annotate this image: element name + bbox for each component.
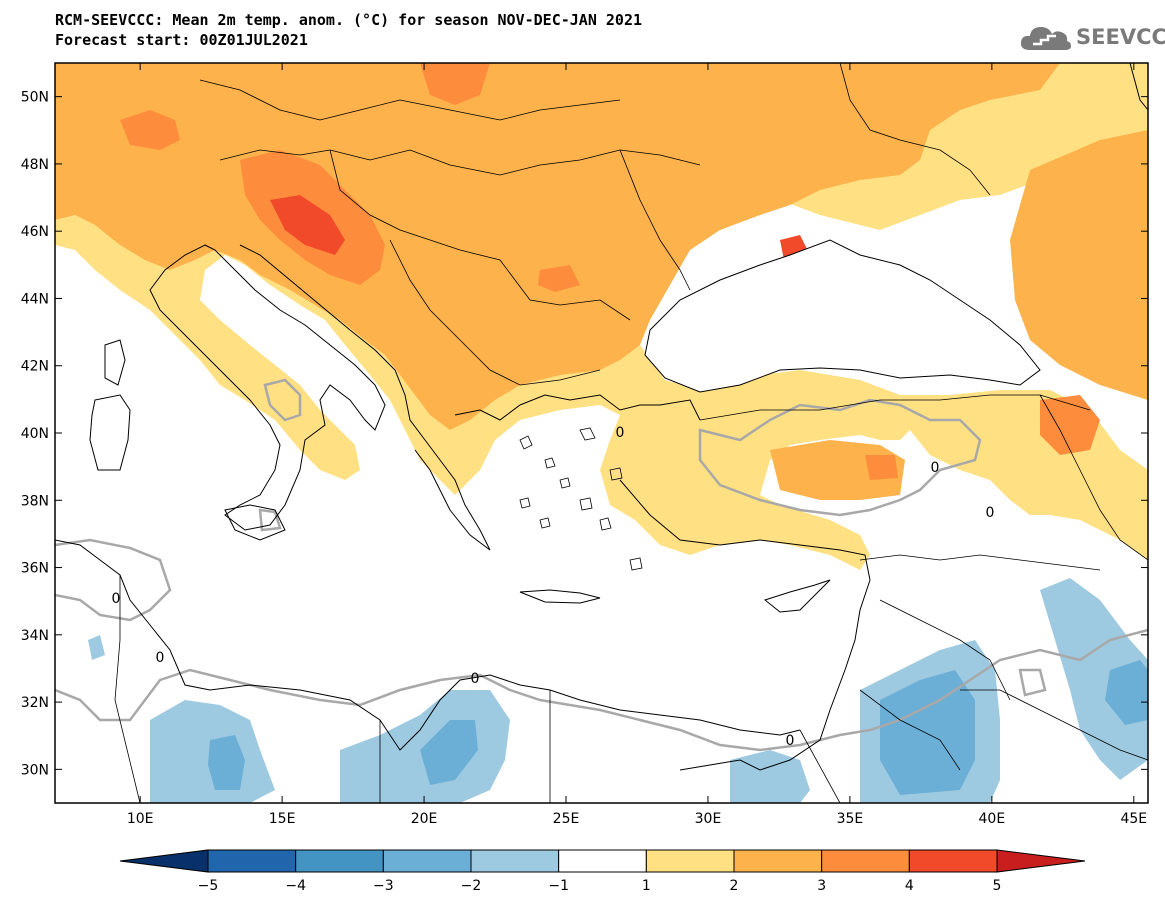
colorbar-segment xyxy=(908,849,998,873)
cloud-icon xyxy=(1020,27,1071,50)
lat-tick-label: 36N xyxy=(21,561,49,577)
colorbar-label: −5 xyxy=(198,878,219,894)
colorbar-group: −5 −4 −3 −2 −1 1 2 3 4 5 xyxy=(119,849,1086,894)
colorbar-label: 4 xyxy=(905,878,914,894)
anomaly-region-neg2-neg3-egypt xyxy=(420,720,478,785)
zero-contours xyxy=(55,378,1148,752)
anomaly-region-3-4-nw xyxy=(120,110,180,150)
colorbar-label: 2 xyxy=(730,878,739,894)
colorbar-label: 5 xyxy=(993,878,1002,894)
lon-tick-label: 35E xyxy=(837,811,864,827)
anomaly-region-2-3-north xyxy=(55,63,1060,430)
logo: SEEVCCC xyxy=(1018,22,1165,52)
anomaly-region-neg2-neg3-libya xyxy=(208,735,245,790)
contour-label: 0 xyxy=(112,591,121,607)
lat-tick-label: 46N xyxy=(21,224,49,240)
lon-tick-label: 25E xyxy=(553,811,580,827)
lon-tick-label: 45E xyxy=(1120,811,1147,827)
colorbar-segment xyxy=(558,849,647,873)
colorbar-label: −2 xyxy=(461,878,482,894)
anomaly-region-3-4-romania xyxy=(538,265,580,292)
longitude-axis: 10E 15E 20E 25E 30E 35E 40E 45E xyxy=(127,63,1147,827)
colorbar-segment xyxy=(382,849,472,873)
aegean-islands xyxy=(519,427,643,571)
coastlines xyxy=(55,63,1148,771)
zero-contour-labels: 0 0 0 0 0 0 0 xyxy=(112,425,995,749)
colorbar-segment xyxy=(207,849,297,873)
lat-tick-label: 34N xyxy=(21,628,49,644)
contour-label: 0 xyxy=(931,460,940,476)
lon-tick-label: 40E xyxy=(979,811,1006,827)
anomaly-region-neg1-neg2-iraq xyxy=(1040,578,1148,780)
lat-tick-label: 38N xyxy=(21,493,49,509)
anomaly-region-neg2-neg3-iraq xyxy=(1105,660,1148,725)
anomaly-region-2-3-east xyxy=(1010,130,1148,400)
colorbar-label: 3 xyxy=(817,878,826,894)
anomaly-region-neg2-neg3-arabia xyxy=(880,670,975,795)
colorbar-segment xyxy=(645,849,735,873)
lon-tick-label: 30E xyxy=(695,811,722,827)
colorbar-segment xyxy=(733,849,823,873)
forecast-start: Forecast start: 00Z01JUL2021 xyxy=(55,31,308,49)
colorbar-label: −4 xyxy=(285,878,306,894)
lon-tick-label: 15E xyxy=(269,811,296,827)
lat-tick-label: 48N xyxy=(21,157,49,173)
lat-tick-label: 50N xyxy=(21,90,49,106)
contour-label: 0 xyxy=(786,733,795,749)
anomaly-region-neg1-neg2-tunisia xyxy=(88,635,105,660)
contour-label: 0 xyxy=(986,505,995,521)
anomaly-region-neg1-neg2-sinai xyxy=(730,750,810,803)
colorbar-arrow-high xyxy=(996,849,1086,873)
country-borders xyxy=(114,63,1148,803)
colorbar-label: −1 xyxy=(548,878,569,894)
black-sea xyxy=(645,240,1040,392)
title-block: RCM-SEEVCCC: Mean 2m temp. anom. (°C) fo… xyxy=(55,10,642,50)
lon-tick-label: 10E xyxy=(127,811,154,827)
anomaly-region-4-5-adriatic xyxy=(270,195,345,255)
logo-text: SEEVCCC xyxy=(1076,25,1165,49)
colorbar-label: 1 xyxy=(642,878,651,894)
anomaly-region-3-4-north xyxy=(420,63,490,105)
lon-tick-label: 20E xyxy=(411,811,438,827)
colorbar-segment xyxy=(295,849,384,873)
colorbar-segment xyxy=(470,849,560,873)
latitude-axis: 30N 32N 34N 36N 38N 40N 42N 44N 46N 48N 50N xyxy=(21,90,1148,778)
colorbar-segment xyxy=(821,849,910,873)
lat-tick-label: 44N xyxy=(21,291,49,307)
colorbar-label: −3 xyxy=(373,878,394,894)
lat-tick-label: 30N xyxy=(21,762,49,778)
anomaly-region-3-4-georgia xyxy=(1040,395,1100,455)
colorbar-arrow-low xyxy=(119,849,209,873)
contour-label: 0 xyxy=(156,650,165,666)
lat-tick-label: 42N xyxy=(21,359,49,375)
lat-tick-label: 40N xyxy=(21,426,49,442)
contour-label: 0 xyxy=(616,425,625,441)
contour-label: 0 xyxy=(471,671,480,687)
lat-tick-label: 32N xyxy=(21,695,49,711)
chart-title: RCM-SEEVCCC: Mean 2m temp. anom. (°C) fo… xyxy=(55,11,642,29)
anomaly-region-3-4-anatolia xyxy=(865,455,898,480)
